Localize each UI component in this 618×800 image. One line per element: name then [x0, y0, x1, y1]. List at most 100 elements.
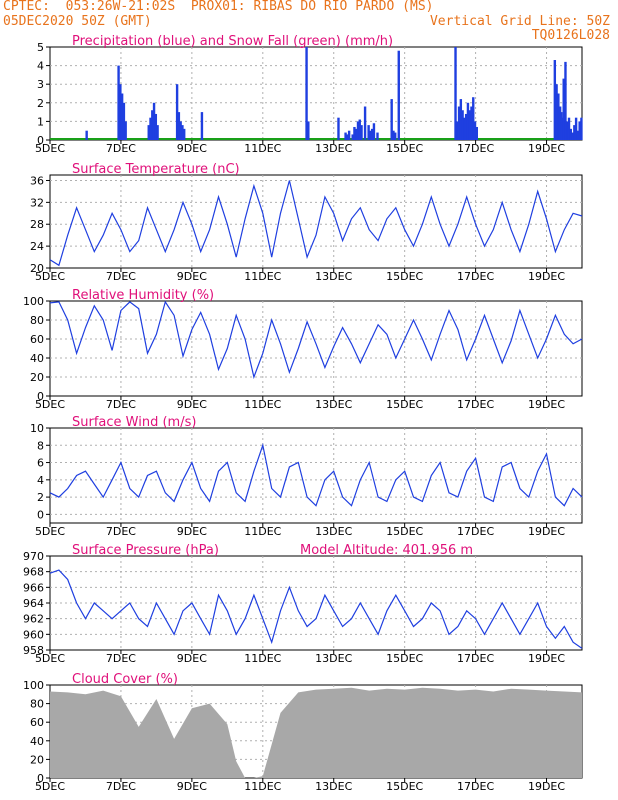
- y-tick-label: 966: [23, 581, 44, 594]
- y-tick-label: 4: [37, 60, 44, 73]
- x-tick-label: 11DEC: [244, 142, 281, 155]
- precip-bar: [459, 99, 463, 140]
- y-tick-label: 6: [37, 457, 44, 470]
- x-tick-label: 11DEC: [244, 525, 281, 538]
- precip-bar: [358, 119, 361, 140]
- header-date: 05DEC2020 50Z (GMT): [3, 14, 152, 29]
- x-tick-label: 19DEC: [528, 142, 565, 155]
- x-tick-label: 11DEC: [244, 652, 281, 665]
- precip-bar: [119, 84, 122, 140]
- plot-frame: [49, 46, 583, 141]
- y-tick-label: 1: [37, 115, 44, 128]
- precip-bar: [566, 121, 569, 140]
- precip-bar: [468, 110, 471, 140]
- precip-bar: [337, 117, 340, 140]
- header-gridline: Vertical Grid Line: 50Z: [429, 14, 610, 29]
- x-tick-label: 7DEC: [106, 398, 136, 411]
- precip-bar: [122, 102, 126, 140]
- panel-4: 958 960 962 964 966 968 970 5DEC 7DEC 9DEC 11DEC 13…: [23, 543, 583, 665]
- precip-bar: [360, 125, 363, 140]
- y-tick-label: 20: [30, 262, 44, 275]
- precip-bar: [369, 130, 372, 140]
- cloud-area: [50, 687, 582, 778]
- precip-bar: [555, 84, 558, 140]
- x-tick-label: 17DEC: [457, 270, 494, 283]
- x-tick-label: 9DEC: [177, 780, 207, 793]
- precip-bar: [117, 65, 120, 140]
- y-tick-label: 100: [23, 295, 44, 308]
- x-tick-label: 15DEC: [386, 398, 423, 411]
- precip-bar: [356, 121, 360, 140]
- x-tick-label: 19DEC: [528, 525, 565, 538]
- precip-bar: [344, 132, 347, 140]
- y-tick-label: 0: [37, 508, 44, 521]
- y-tick-label: 60: [30, 716, 44, 729]
- x-tick-label: 7DEC: [106, 652, 136, 665]
- precip-bar: [553, 60, 557, 140]
- panel-title: Surface Temperature (nC): [72, 162, 240, 177]
- y-tick-label: 0: [37, 390, 44, 403]
- precip-bar: [85, 130, 88, 140]
- x-tick-label: 13DEC: [315, 652, 352, 665]
- precip-bar: [574, 117, 578, 140]
- x-tick-label: 7DEC: [106, 780, 136, 793]
- precip-bar: [151, 110, 154, 140]
- precip-bar: [473, 121, 477, 140]
- x-tick-label: 9DEC: [177, 652, 207, 665]
- x-tick-label: 17DEC: [457, 780, 494, 793]
- series-line: [49, 300, 583, 380]
- precip-bar: [567, 117, 571, 140]
- panel-1: 20 24 28 32 36 5DEC 7DEC 9DEC 11DEC 13DEC 15DEC 17D…: [30, 162, 583, 283]
- precip-bar: [175, 84, 179, 140]
- precip-bar: [461, 110, 464, 140]
- series-line: [49, 443, 583, 507]
- y-tick-label: 80: [30, 314, 44, 327]
- precip-bar: [464, 113, 468, 140]
- precip-bar: [152, 102, 156, 140]
- x-tick-label: 5DEC: [35, 398, 65, 411]
- precip-bar: [181, 125, 184, 140]
- x-tick-label: 9DEC: [177, 398, 207, 411]
- precip-bar: [376, 132, 379, 140]
- precip-bar: [573, 125, 576, 140]
- precip-bar: [470, 106, 473, 140]
- precip-bar: [147, 125, 150, 140]
- x-tick-label: 13DEC: [315, 780, 352, 793]
- precip-bar: [372, 123, 376, 140]
- precip-bar: [571, 132, 574, 140]
- x-tick-label: 19DEC: [528, 270, 565, 283]
- panel-3: 0 2 4 6 8 10 5DEC 7DEC 9DEC 11DEC 13DEC 15DEC 17DEC 1…: [30, 415, 583, 538]
- precip-bar: [346, 134, 349, 140]
- x-tick-label: 11DEC: [244, 398, 281, 411]
- x-tick-label: 19DEC: [528, 780, 565, 793]
- header-station: CPTEC: 053:26W-21:02S PROX01: RIBAS DO R…: [3, 0, 434, 14]
- precip-bar: [457, 106, 461, 140]
- x-tick-label: 11DEC: [244, 780, 281, 793]
- precip-bar: [564, 61, 567, 140]
- precip-bar: [120, 93, 124, 140]
- x-tick-label: 7DEC: [106, 142, 136, 155]
- panel-5: 0 20 40 60 80 100 5DEC 7DEC 9DEC 11DEC 13DEC 15DEC 1…: [23, 672, 583, 793]
- x-tick-label: 5DEC: [35, 270, 65, 283]
- x-tick-label: 17DEC: [457, 398, 494, 411]
- precip-bar: [156, 125, 159, 140]
- y-tick-label: 8: [37, 439, 44, 452]
- x-tick-label: 17DEC: [457, 142, 494, 155]
- y-tick-label: 2: [37, 97, 44, 110]
- panel-title: Precipitation (blue) and Snow Fall (gree…: [72, 34, 393, 49]
- y-tick-label: 0: [37, 134, 44, 147]
- y-tick-label: 3: [37, 78, 44, 91]
- precip-bar: [353, 126, 356, 140]
- x-tick-label: 15DEC: [386, 652, 423, 665]
- precip-bar: [390, 99, 393, 140]
- x-tick-label: 15DEC: [386, 525, 423, 538]
- x-tick-label: 5DEC: [35, 652, 65, 665]
- precip-bar: [149, 117, 152, 140]
- x-tick-label: 19DEC: [528, 398, 565, 411]
- panel-title: Surface Pressure (hPa): [72, 543, 219, 558]
- y-tick-label: 40: [30, 735, 44, 748]
- plot-frame: [49, 300, 583, 397]
- y-tick-label: 32: [30, 196, 44, 209]
- y-tick-label: 5: [37, 41, 44, 54]
